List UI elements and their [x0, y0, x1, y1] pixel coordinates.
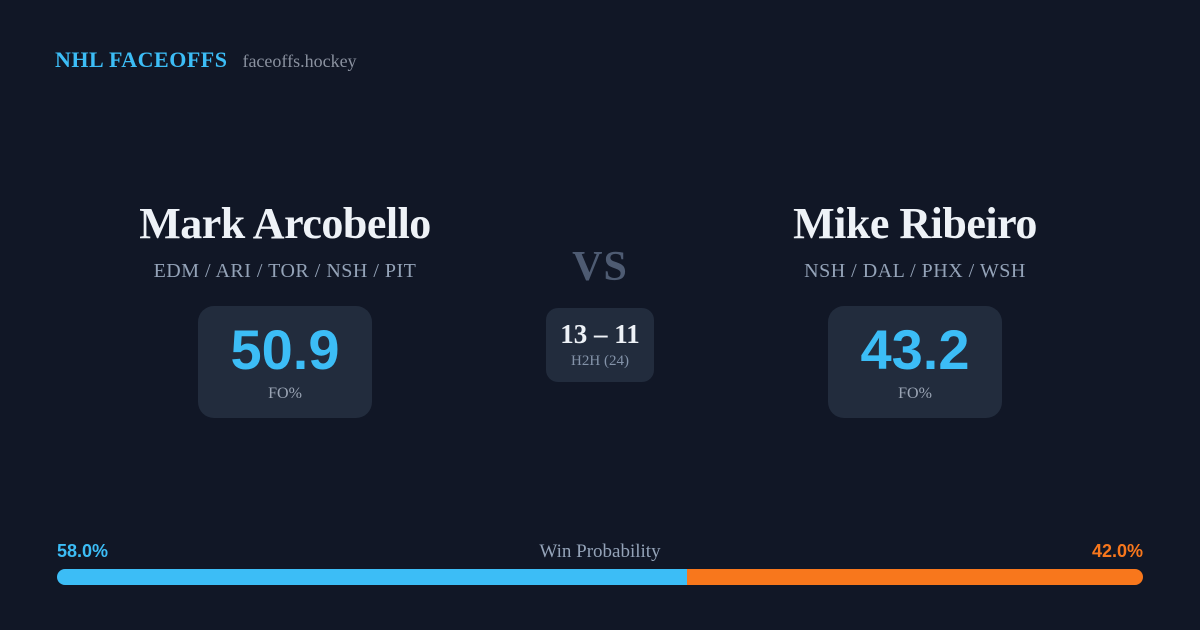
player-left-teams: EDM / ARI / TOR / NSH / PIT: [153, 260, 417, 282]
player-left-fo-value: 50.9: [230, 318, 340, 381]
win-probability-title: Win Probability: [539, 541, 661, 562]
player-right-fo-card: 43.2 FO%: [828, 306, 1002, 418]
matchup-center-section: VS 13 – 11 H2H (24): [500, 246, 700, 382]
win-probability-bar-left-segment: [57, 569, 687, 585]
h2h-card: 13 – 11 H2H (24): [546, 308, 654, 382]
win-probability-labels: 58.0% Win Probability 42.0%: [57, 541, 1143, 563]
brand-title: NHL FACEOFFS: [55, 47, 228, 72]
player-right-fo-value: 43.2: [860, 318, 970, 381]
player-left-fo-card: 50.9 FO%: [198, 306, 372, 418]
vs-label: VS: [572, 244, 628, 290]
win-probability-bar: [57, 569, 1143, 585]
header: NHL FACEOFFS faceoffs.hockey: [55, 47, 357, 73]
player-right-section: Mike Ribeiro NSH / DAL / PHX / WSH 43.2 …: [715, 202, 1115, 418]
win-probability-bar-right-segment: [686, 569, 1143, 585]
player-right-fo-label: FO%: [898, 385, 932, 402]
player-right-teams: NSH / DAL / PHX / WSH: [804, 260, 1026, 282]
site-domain: faceoffs.hockey: [242, 51, 357, 71]
h2h-score: 13 – 11: [560, 319, 640, 349]
win-probability-right-pct: 42.0%: [1091, 541, 1143, 561]
player-right-name: Mike Ribeiro: [793, 199, 1037, 248]
win-probability-left-pct: 58.0%: [57, 541, 109, 561]
h2h-label: H2H (24): [571, 353, 629, 369]
player-left-name: Mark Arcobello: [139, 199, 431, 248]
player-left-fo-label: FO%: [268, 385, 302, 402]
player-left-section: Mark Arcobello EDM / ARI / TOR / NSH / P…: [85, 202, 485, 418]
